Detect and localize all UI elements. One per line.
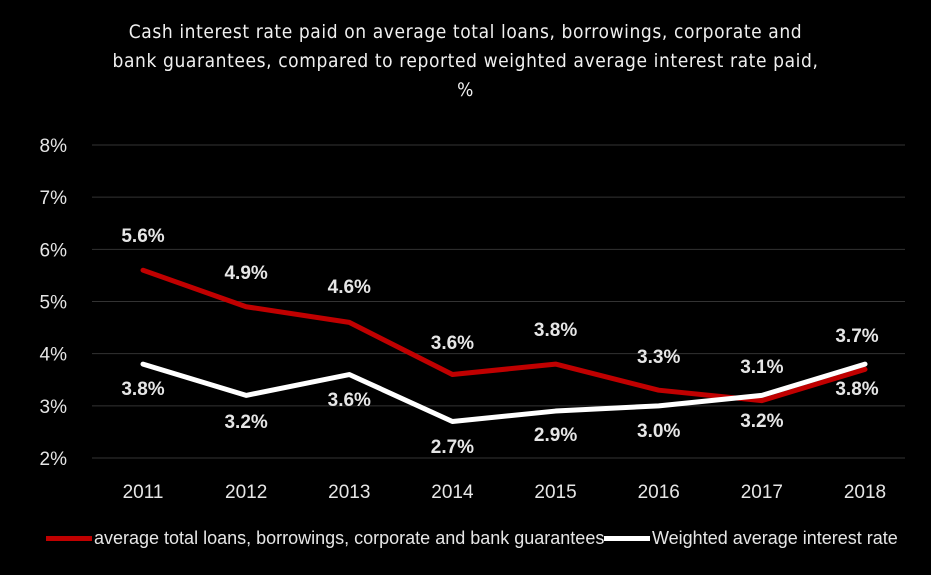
chart-title-line-3: % bbox=[457, 79, 474, 101]
series-line-1 bbox=[140, 361, 868, 424]
y-tick-label: 2% bbox=[40, 449, 68, 470]
legend: average total loans, borrowings, corpora… bbox=[0, 528, 931, 558]
data-labels: 5.6% 4.9% 4.6% 3.6% 3.8% 3.3% 3.1% 3.7% 3.8% 3.2%… bbox=[121, 226, 878, 458]
data-label: 3.3% bbox=[637, 347, 680, 368]
data-label: 2.9% bbox=[534, 425, 577, 446]
y-tick-label: 7% bbox=[40, 188, 68, 209]
data-label: 4.6% bbox=[328, 277, 371, 298]
x-tick-label: 2018 bbox=[844, 482, 886, 503]
data-label: 3.8% bbox=[534, 320, 577, 341]
data-label: 3.1% bbox=[740, 357, 783, 378]
x-tick-label: 2014 bbox=[431, 482, 474, 503]
x-tick-label: 2011 bbox=[123, 482, 164, 503]
x-tick-label: 2016 bbox=[638, 482, 680, 503]
legend-label-weighted: Weighted average interest rate bbox=[652, 528, 898, 548]
y-tick-label: 4% bbox=[40, 345, 68, 366]
x-axis-ticks: 2011 2012 2013 2014 2015 2016 2017 2018 bbox=[123, 482, 887, 503]
data-label: 3.6% bbox=[328, 390, 371, 411]
x-tick-label: 2013 bbox=[328, 482, 370, 503]
chart-title-line-1: Cash interest rate paid on average total… bbox=[128, 21, 803, 43]
series-line-0 bbox=[140, 267, 868, 404]
x-tick-label: 2012 bbox=[225, 482, 267, 503]
y-axis-ticks: 2% 3% 4% 5% 6% 7% 8% bbox=[40, 136, 68, 470]
y-tick-label: 6% bbox=[40, 240, 68, 261]
data-label: 3.6% bbox=[431, 333, 474, 354]
legend-swatch-loans bbox=[46, 536, 92, 541]
data-label: 4.9% bbox=[224, 263, 267, 284]
x-tick-label: 2015 bbox=[534, 482, 576, 503]
data-label: 3.0% bbox=[637, 421, 680, 442]
data-label: 2.7% bbox=[431, 437, 474, 458]
y-tick-label: 5% bbox=[40, 293, 68, 314]
legend-item-weighted: Weighted average interest rate bbox=[604, 528, 898, 549]
data-label: 3.7% bbox=[835, 326, 878, 347]
legend-swatch-weighted bbox=[604, 536, 650, 541]
gridlines bbox=[92, 144, 905, 459]
legend-item-loans: average total loans, borrowings, corpora… bbox=[46, 528, 604, 549]
chart-title-line-2: bank guarantees, compared to reported we… bbox=[112, 50, 819, 72]
data-label: 3.8% bbox=[835, 379, 878, 400]
legend-label-loans: average total loans, borrowings, corpora… bbox=[94, 528, 605, 548]
line-chart: 2%3%4%5%6%7%8% 2011 2012 2013 2014 2015 2016 2… bbox=[40, 136, 905, 503]
data-label: 3.8% bbox=[121, 379, 164, 400]
y-tick-label: 8% bbox=[40, 136, 68, 157]
data-label: 3.2% bbox=[224, 412, 267, 433]
chart-title: Cash interest rate paid on average total… bbox=[60, 18, 871, 105]
y-tick-label: 3% bbox=[40, 397, 68, 418]
series-lines bbox=[140, 267, 868, 424]
data-label: 5.6% bbox=[121, 226, 164, 247]
data-label: 3.2% bbox=[740, 411, 783, 432]
x-tick-label: 2017 bbox=[741, 482, 783, 503]
